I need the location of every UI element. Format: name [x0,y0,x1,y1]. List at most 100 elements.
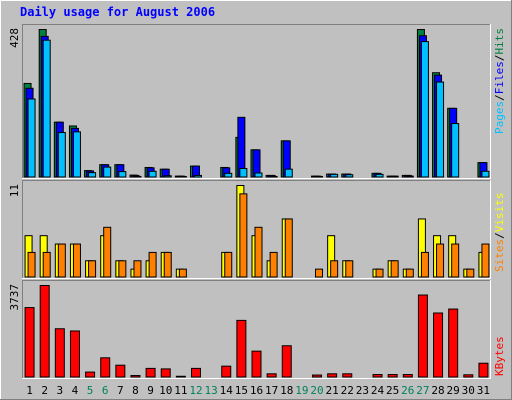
x-axis-label: 24 [371,384,385,397]
bar-kbytes-day-15 [236,319,247,378]
bar-pages-day-17 [269,175,278,178]
hits-files-pages-legend-item: Pages [493,101,506,134]
visits-sites-legend-item: Sites [493,239,506,272]
bar-kbytes-day-31 [478,362,489,378]
bar-kbytes-day-2 [39,285,50,378]
bar-pages-day-5 [88,172,97,178]
bar-kbytes-day-4 [69,330,80,378]
x-axis-label: 3 [57,384,64,397]
bar-pages-day-9 [148,170,157,178]
bar-pages-day-26 [405,175,414,178]
bar-sites-day-28 [436,243,445,278]
bar-sites-day-9 [148,251,157,278]
bar-sites-day-7 [118,260,127,278]
x-axis-label: 21 [326,384,339,397]
bar-pages-day-11 [178,176,187,178]
bar-kbytes-day-6 [100,357,111,378]
hits-files-pages-legend-item: / [493,94,506,101]
bar-pages-day-18 [284,168,293,178]
x-axis-label: 23 [356,384,369,397]
bar-sites-day-18 [284,218,293,278]
bar-pages-day-7 [118,171,127,178]
x-axis-label: 2 [41,384,48,397]
bar-kbytes-day-18 [281,345,292,378]
bar-kbytes-day-1 [24,307,35,378]
bar-kbytes-day-26 [402,374,413,378]
bar-pages-day-31 [481,170,490,178]
bar-kbytes-day-11 [175,375,186,378]
kbytes-panel: 3737 KBytes [8,280,506,379]
bar-kbytes-day-22 [342,373,353,378]
bar-pages-day-20 [315,175,324,178]
bar-pages-day-12 [193,174,202,178]
bar-pages-day-10 [163,175,172,178]
x-axis-label: 26 [401,384,414,397]
x-axis-label: 31 [477,384,490,397]
x-axis-label: 14 [220,384,234,397]
visits-sites-legend-item: Visits [493,193,506,233]
bar-pages-day-15 [239,168,248,178]
bar-sites-day-26 [405,268,414,278]
x-axis-label: 27 [416,384,429,397]
x-axis-label: 19 [295,384,308,397]
bar-pages-day-21 [330,173,339,178]
hits-files-pages-legend-item: Files [493,61,506,94]
x-axis-label: 13 [204,384,217,397]
bar-sites-day-24 [375,268,384,278]
bar-pages-day-25 [390,175,399,178]
bar-pages-day-24 [375,173,384,178]
bar-kbytes-day-8 [130,375,141,378]
x-axis-label: 11 [174,384,187,397]
kbytes-legend: KBytes [493,336,506,376]
visits-sites-legend-item: / [493,232,506,239]
hits-files-pages-legend-item: Hits [493,28,506,55]
bar-sites-day-29 [451,243,460,278]
bar-kbytes-day-3 [54,328,65,378]
bar-kbytes-day-17 [266,373,277,378]
bar-sites-day-25 [390,260,399,278]
x-axis-label: 22 [341,384,354,397]
bar-pages-day-28 [436,81,445,178]
bar-pages-day-29 [451,123,460,178]
x-axis-label: 29 [447,384,460,397]
bar-sites-day-4 [72,243,81,278]
x-axis-label: 6 [102,384,109,397]
bar-sites-day-31 [481,243,490,278]
bar-sites-day-5 [88,260,97,278]
kbytes-ymax-label: 3737 [8,284,21,311]
bar-kbytes-day-9 [145,367,156,378]
bar-pages-day-3 [57,132,66,178]
bar-kbytes-day-5 [85,371,96,378]
x-axis-label: 8 [132,384,139,397]
bar-kbytes-day-10 [160,368,171,378]
x-axis-label: 4 [72,384,79,397]
visits-sites-ymax-label: 11 [8,184,21,197]
bar-sites-day-14 [224,251,233,278]
hits-files-pages-ymax-label: 428 [8,28,21,48]
bar-sites-day-10 [163,251,172,278]
bar-kbytes-day-14 [221,365,232,378]
hits-files-pages-legend: Pages/Files/Hits [493,28,506,134]
bar-kbytes-day-20 [312,374,323,378]
x-axis-label: 10 [159,384,172,397]
x-axis-label: 25 [386,384,399,397]
bar-sites-day-16 [254,226,263,278]
bar-sites-day-17 [269,251,278,278]
bar-kbytes-day-27 [417,294,428,378]
bar-kbytes-day-30 [463,374,474,378]
x-axis-label: 30 [462,384,475,397]
bar-sites-day-8 [133,260,142,278]
x-axis-label: 28 [431,384,444,397]
bar-kbytes-day-29 [448,308,459,378]
bar-pages-day-2 [42,39,51,178]
x-axis-label: 9 [147,384,154,397]
x-axis-label: 5 [87,384,94,397]
hits-files-pages-legend-item: / [493,55,506,62]
x-axis-label: 16 [250,384,263,397]
visits-sites-panel: 11 Sites/Visits [8,180,506,279]
bar-sites-day-2 [42,251,51,278]
bar-pages-day-22 [345,174,354,178]
bar-kbytes-day-21 [327,373,338,378]
